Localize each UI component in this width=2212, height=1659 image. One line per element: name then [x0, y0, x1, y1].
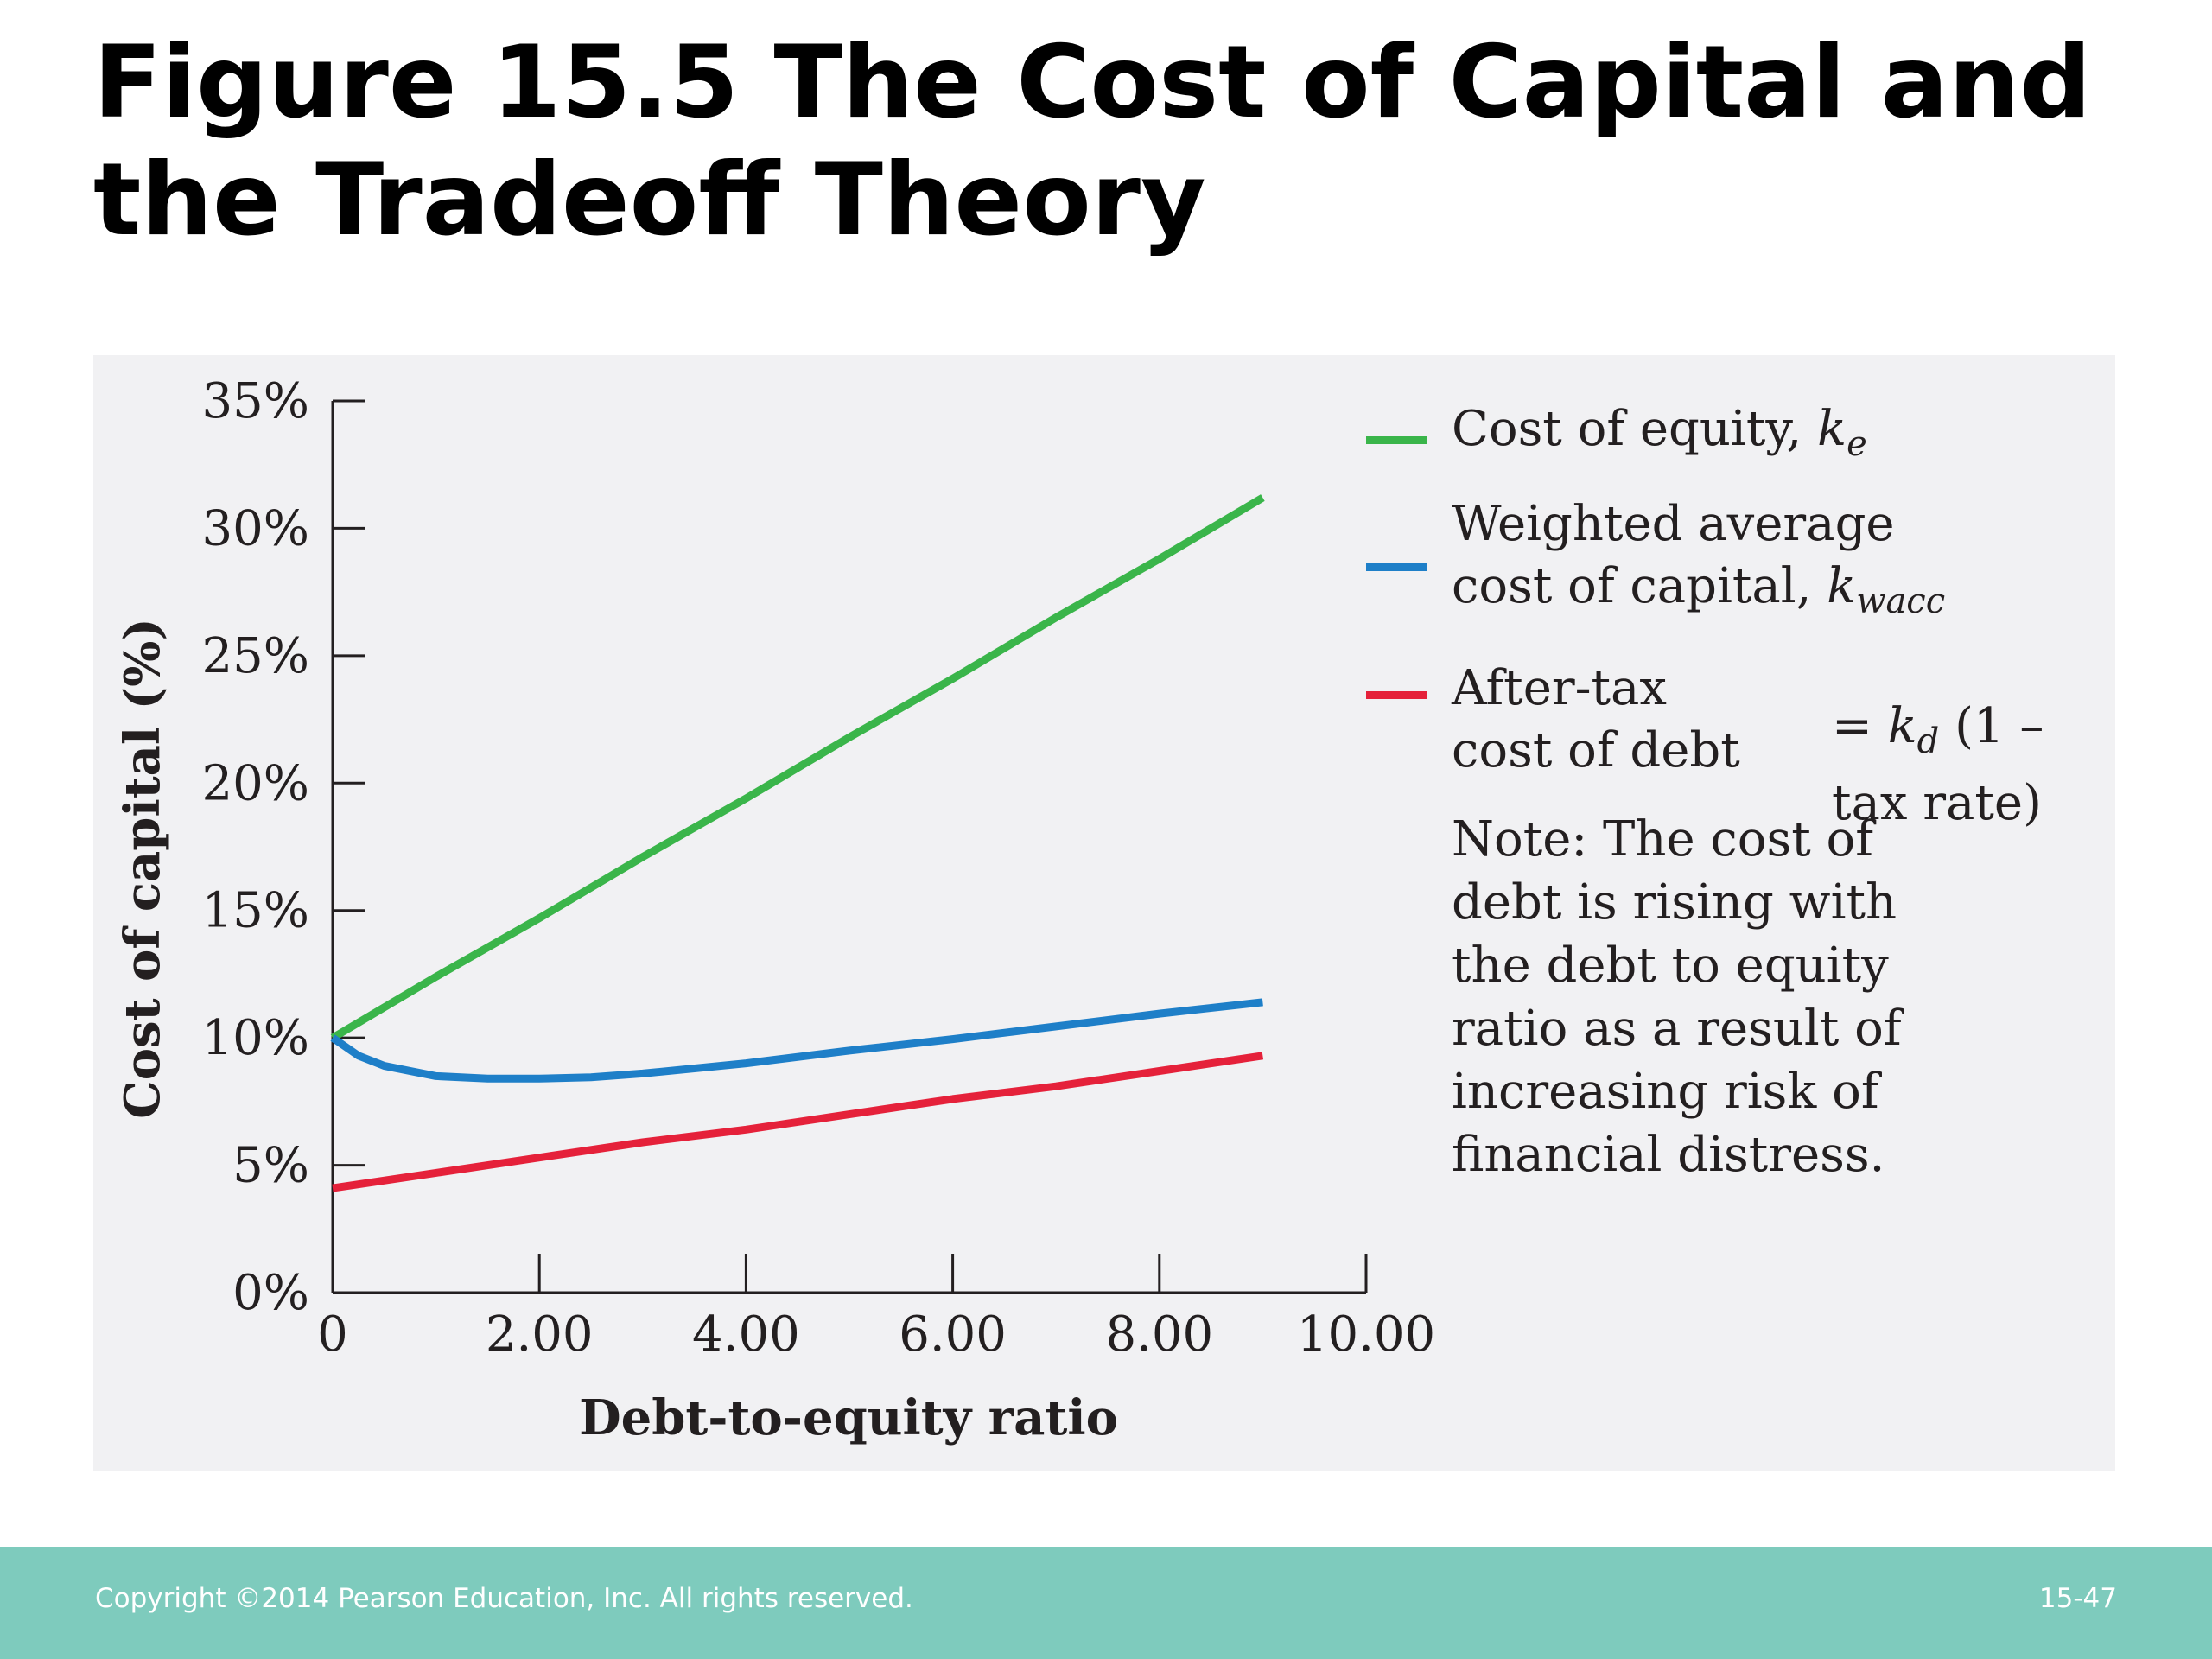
y-tick-label: 5% — [232, 1138, 309, 1194]
copyright-text: Copyright ©2014 Pearson Education, Inc. … — [95, 1583, 913, 1614]
page-number: 15-47 — [2038, 1583, 2117, 1614]
y-tick-label: 20% — [202, 755, 309, 811]
x-axis-label: Debt-to-equity ratio — [579, 1389, 1118, 1446]
legend-swatch-cost-of-equity — [1366, 436, 1427, 444]
x-tick-label: 6.00 — [899, 1306, 1007, 1363]
plot-area — [330, 494, 1265, 1192]
legend-label-cost-of-equity: Cost of equity, ke — [1452, 401, 1867, 464]
legend-swatch-after-tax-cost-of-debt — [1366, 691, 1427, 699]
series-line-wacc — [330, 998, 1263, 1083]
chart-note: Note: The cost of debt is rising with th… — [1452, 811, 1902, 1183]
chart: 0% 5% 10% 15% 20% 25% 30% 35% 0 2.00 4.00 6.00 8.00 1… — [114, 373, 1436, 1446]
y-tick-label: 10% — [202, 1010, 309, 1066]
axes: 0% 5% 10% 15% 20% 25% 30% 35% 0 2.00 4.00 6.00 8.00 1… — [202, 373, 1436, 1363]
series-line-after-tax-cost-of-debt — [332, 1052, 1264, 1192]
legend-swatch-wacc — [1366, 563, 1427, 571]
x-tick-label: 8.00 — [1105, 1306, 1213, 1363]
legend-label-wacc: Weighted average cost of capital, kwacc — [1452, 496, 1946, 621]
series-line-cost-of-equity — [330, 494, 1265, 1041]
figure-panel: 0% 5% 10% 15% 20% 25% 30% 35% 0 2.00 4.00 6.00 8.00 1… — [93, 355, 2115, 1471]
slide-title: Figure 15.5 The Cost of Capital and the … — [93, 24, 2092, 258]
x-tick-label: 0 — [317, 1306, 348, 1363]
x-tick-label: 4.00 — [692, 1306, 800, 1363]
legend-formula-after-tax-cost-of-debt: = kd (1 – tax rate) — [1832, 698, 2044, 831]
y-tick-label: 25% — [202, 628, 309, 684]
legend-label-after-tax-cost-of-debt: After-tax cost of debt — [1452, 660, 1740, 779]
x-tick-label: 10.00 — [1297, 1306, 1435, 1363]
y-axis-label: Cost of capital (%) — [114, 618, 171, 1119]
x-tick-label: 2.00 — [486, 1306, 594, 1363]
y-tick-label: 35% — [202, 373, 309, 429]
y-tick-label: 0% — [232, 1265, 309, 1321]
y-tick-label: 30% — [202, 500, 309, 556]
footer-bar: Copyright ©2014 Pearson Education, Inc. … — [0, 1547, 2212, 1659]
y-tick-label: 15% — [202, 883, 309, 939]
